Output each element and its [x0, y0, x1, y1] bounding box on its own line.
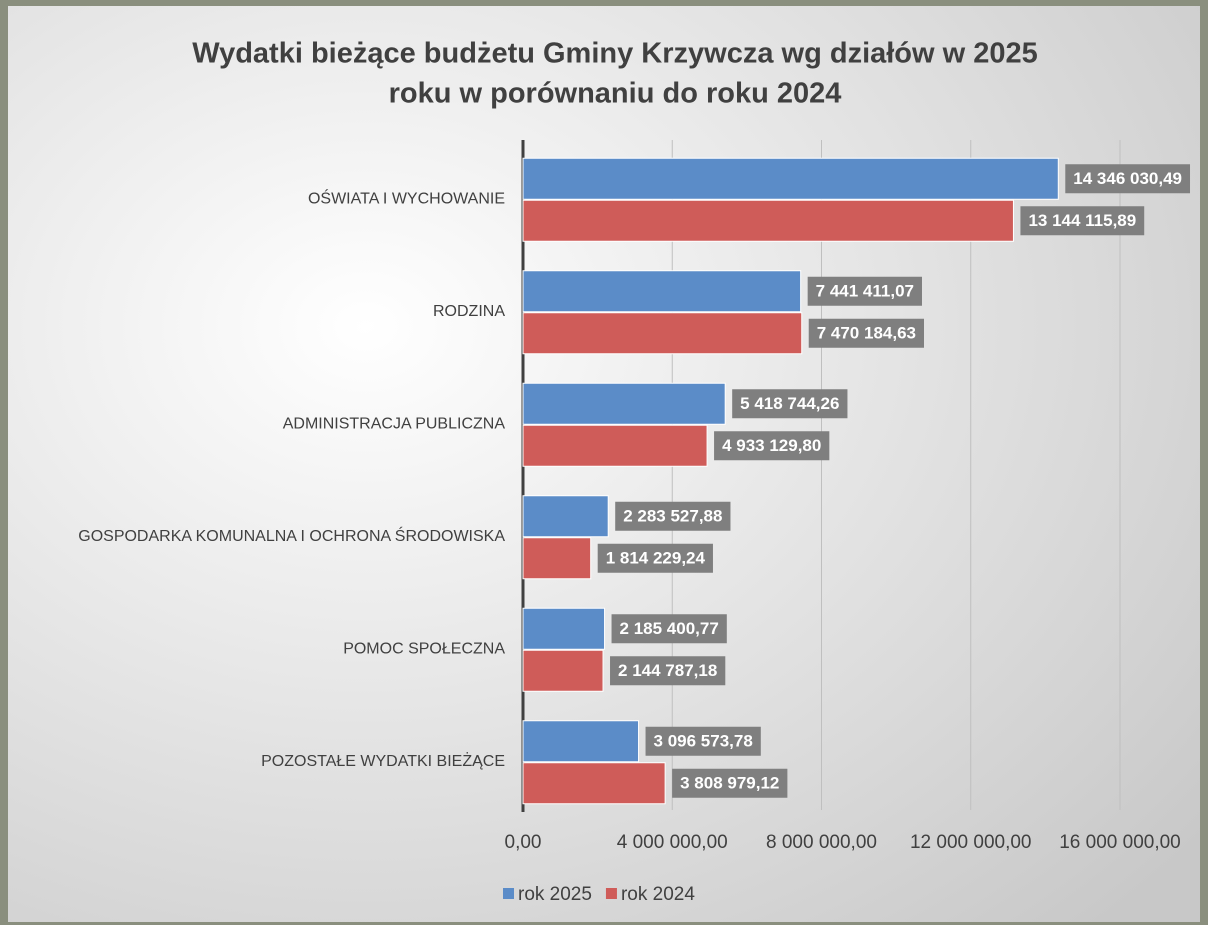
bar: [523, 608, 605, 649]
bar: [523, 158, 1058, 199]
x-tick-label: 0,00: [505, 832, 542, 853]
y-tick-label: OŚWIATA I WYCHOWANIE: [308, 188, 505, 207]
bar: [523, 763, 665, 804]
y-tick-label: POMOC SPOŁECZNA: [343, 640, 505, 657]
bar: [523, 200, 1013, 241]
value-label: 4 933 129,80: [722, 436, 821, 455]
legend-label: rok 2025: [518, 884, 592, 905]
value-label: 2 185 400,77: [620, 619, 719, 638]
x-tick-label: 16 000 000,00: [1059, 832, 1181, 853]
legend-swatch: [606, 888, 617, 899]
bar: [523, 271, 801, 312]
y-tick-label: ADMINISTRACJA PUBLICZNA: [283, 415, 506, 432]
value-label: 13 144 115,89: [1028, 211, 1136, 230]
value-label: 14 346 030,49: [1073, 169, 1182, 188]
bar: [523, 383, 725, 424]
bar: [523, 650, 603, 691]
legend-label: rok 2024: [621, 884, 695, 905]
chart: Wydatki bieżące budżetu Gminy Krzywcza w…: [0, 0, 1208, 925]
bar: [523, 496, 608, 537]
x-tick-label: 12 000 000,00: [910, 832, 1032, 853]
y-tick-label: GOSPODARKA KOMUNALNA I OCHRONA ŚRODOWISK…: [78, 526, 505, 545]
value-label: 1 814 229,24: [606, 549, 706, 568]
value-label: 2 283 527,88: [623, 507, 722, 526]
value-label: 3 096 573,78: [654, 732, 753, 751]
value-label: 7 470 184,63: [817, 324, 916, 343]
title-line: roku w porównaniu do roku 2024: [389, 78, 842, 110]
x-tick-label: 8 000 000,00: [766, 832, 877, 853]
value-label: 7 441 411,07: [816, 282, 914, 301]
y-tick-label: RODZINA: [433, 303, 505, 320]
bar: [523, 425, 707, 466]
bar: [523, 721, 639, 762]
legend-swatch: [503, 888, 514, 899]
x-tick-label: 4 000 000,00: [617, 832, 728, 853]
value-label: 2 144 787,18: [618, 661, 717, 680]
bar: [523, 313, 802, 354]
value-label: 3 808 979,12: [680, 774, 779, 793]
title-line: Wydatki bieżące budżetu Gminy Krzywcza w…: [192, 38, 1038, 70]
y-tick-label: POZOSTAŁE WYDATKI BIEŻĄCE: [261, 751, 505, 770]
bar: [523, 538, 591, 579]
value-label: 5 418 744,26: [740, 394, 839, 413]
